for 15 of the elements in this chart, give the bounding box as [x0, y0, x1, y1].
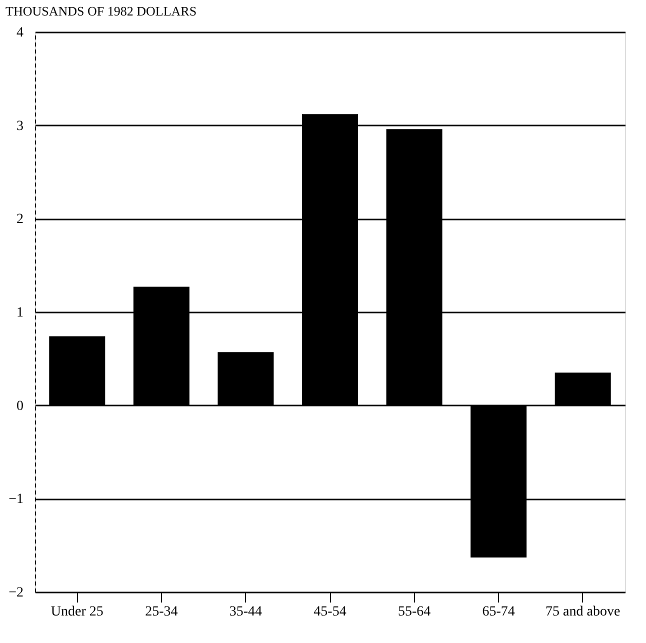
y-tick-label: −2: [8, 586, 24, 600]
y-tick-label: −1: [8, 492, 24, 508]
x-tick-label: 75 and above: [546, 604, 620, 620]
x-tick-label: 45-54: [314, 604, 346, 620]
y-tick-label: 2: [16, 212, 24, 228]
x-tick-label: 55-64: [398, 604, 431, 620]
y-tick-label: 4: [16, 26, 24, 40]
y-tick-label: 1: [16, 306, 24, 320]
y-tick-label: 0: [16, 398, 24, 414]
y-axis-title: THOUSANDS OF 1982 DOLLARS: [6, 4, 197, 18]
y-tick-label: 3: [16, 118, 24, 134]
x-tick-label: 25-34: [145, 604, 178, 620]
x-tick-label: 35-44: [229, 604, 262, 620]
x-tick-label: Under 25: [50, 604, 104, 620]
x-tick-label: 65-74: [482, 604, 515, 620]
